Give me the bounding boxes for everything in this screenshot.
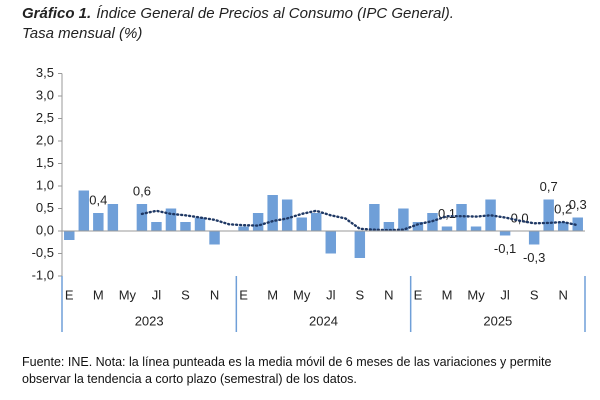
value-label: 0,0: [511, 210, 529, 225]
bar: [151, 222, 162, 231]
value-label: 0,3: [569, 197, 587, 212]
bar: [180, 222, 191, 231]
x-tick-label: S: [530, 287, 539, 302]
y-tick-label: 1,5: [36, 155, 54, 170]
title-text: Índice General de Precios al Consumo (IP…: [96, 5, 454, 22]
bar: [64, 231, 75, 240]
bar: [543, 199, 554, 231]
x-tick-label: M: [442, 287, 453, 302]
bar: [311, 213, 322, 231]
bar: [267, 195, 278, 231]
x-tick-label: M: [267, 287, 278, 302]
bar: [136, 204, 148, 231]
bar: [78, 190, 90, 231]
y-tick-label: 1,0: [36, 177, 54, 192]
bar: [252, 213, 264, 231]
x-tick-label: N: [384, 287, 393, 302]
bar: [499, 231, 511, 236]
value-label: 0,7: [540, 179, 558, 194]
x-tick-label: S: [181, 287, 190, 302]
moving-average-line: [140, 209, 579, 232]
x-tick-label: E: [414, 287, 423, 302]
value-label: 0,2: [554, 201, 572, 216]
x-tick-label: E: [65, 287, 74, 302]
x-tick-label: M: [93, 287, 104, 302]
y-tick-label: 2,0: [36, 132, 54, 147]
value-label: -0,1: [494, 241, 516, 256]
x-tick-label: My: [119, 287, 137, 302]
bar: [412, 222, 424, 231]
x-tick-label: My: [293, 287, 311, 302]
bar: [354, 231, 366, 258]
group-label: 2023: [135, 313, 164, 328]
x-tick-label: N: [210, 287, 219, 302]
bar: [470, 226, 482, 231]
value-label: -0,3: [523, 250, 545, 265]
group-label: 2025: [483, 313, 512, 328]
chart-subtitle: Tasa mensual (%): [22, 25, 142, 42]
bar: [557, 222, 569, 231]
bar: [165, 208, 177, 231]
x-tick-label: Jl: [326, 287, 336, 302]
x-tick-label: Jl: [500, 287, 510, 302]
y-tick-label: -1,0: [32, 267, 54, 282]
bar: [383, 222, 395, 231]
chart: Gráfico 1. Índice General de Precios al C…: [22, 5, 587, 332]
x-tick-label: S: [355, 287, 364, 302]
source-note: Fuente: INE. Nota: la línea punteada es …: [22, 355, 552, 386]
value-label: 0,6: [133, 183, 151, 198]
y-tick-label: 3,5: [36, 65, 54, 80]
bar: [238, 226, 249, 231]
x-tick-label: E: [239, 287, 248, 302]
bar: [528, 231, 540, 245]
y-tick-label: 3,0: [36, 87, 54, 102]
bar: [398, 208, 409, 231]
chart-title: Gráfico 1. Índice General de Precios al C…: [22, 5, 454, 22]
bar: [441, 226, 453, 231]
title-label: Gráfico 1.: [22, 5, 91, 22]
group-label: 2024: [309, 313, 338, 328]
value-label: 0,4: [89, 192, 107, 207]
y-tick-label: 0,5: [36, 200, 54, 215]
bar: [296, 217, 307, 231]
x-tick-label: N: [559, 287, 568, 302]
y-tick-label: 2,5: [36, 110, 54, 125]
y-tick-label: -0,5: [32, 245, 54, 260]
bar: [93, 213, 104, 231]
bar: [194, 217, 206, 231]
x-tick-label: Jl: [152, 287, 162, 302]
x-tick-label: My: [467, 287, 485, 302]
bar: [456, 204, 467, 231]
y-tick-label: 0,0: [36, 222, 54, 237]
bar: [281, 199, 293, 231]
bar: [572, 217, 583, 231]
bar: [107, 204, 119, 231]
bar: [209, 231, 220, 245]
bar: [325, 231, 336, 254]
bar: [369, 204, 380, 231]
